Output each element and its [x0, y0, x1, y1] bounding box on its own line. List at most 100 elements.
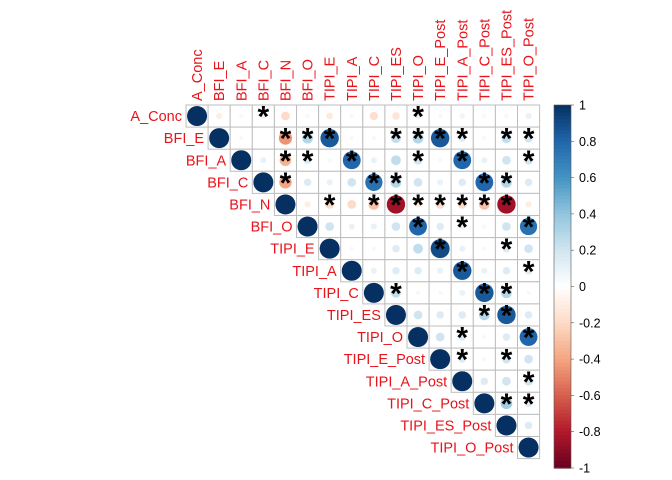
colorbar-tick-label: -1	[579, 462, 590, 476]
colorbar-segment	[554, 275, 571, 280]
column-label: TIPI_C	[367, 56, 383, 101]
correlation-circle	[458, 289, 466, 297]
correlation-circle	[478, 309, 491, 321]
correlation-circle	[430, 128, 450, 148]
colorbar-segment	[554, 315, 571, 320]
correlation-circle	[390, 287, 402, 299]
colorbar-segment	[554, 206, 571, 211]
matrix-cells: * ** * * * * * * * ** * * * * ** * * * ** * * * * * * ** * ** ** ** * *…	[185, 101, 541, 460]
colorbar-segment	[554, 184, 571, 190]
correlation-circle	[349, 113, 355, 119]
significance-star: *	[456, 322, 468, 355]
correlation-circle	[301, 132, 314, 145]
correlation-circle	[435, 199, 445, 210]
correlation-circle	[305, 113, 311, 119]
colorbar-segment	[554, 177, 571, 182]
correlation-circle	[297, 216, 319, 238]
correlation-circle	[413, 310, 423, 320]
colorbar-segment	[554, 290, 571, 295]
colorbar-segment	[554, 373, 571, 378]
significance-star: *	[523, 145, 535, 178]
colorbar-segment	[554, 213, 571, 219]
correlation-circle	[459, 112, 466, 120]
colorbar-segment	[554, 428, 571, 433]
colorbar-segment	[554, 228, 571, 233]
correlation-circle	[341, 260, 363, 282]
row-label: TIPI_ES_Post	[400, 418, 491, 434]
column-label: TIPI_A	[345, 56, 361, 101]
correlation-circle	[519, 217, 538, 236]
correlation-circle	[523, 354, 534, 364]
colorbar-segment	[554, 355, 571, 360]
correlation-circle	[230, 149, 252, 171]
colorbar-segment	[554, 264, 571, 269]
correlation-circle	[523, 243, 534, 254]
colorbar-segment	[554, 134, 571, 139]
correlation-circle	[412, 243, 424, 255]
colorbar-segment	[554, 286, 571, 291]
row-label: TIPI_E	[270, 242, 315, 258]
significance-star: *	[456, 123, 468, 156]
significance-star: *	[456, 189, 468, 222]
colorbar-segment	[554, 221, 571, 226]
colorbar-segment	[554, 453, 571, 458]
colorbar-segment	[554, 246, 571, 251]
row-label: BFI_A	[186, 153, 227, 169]
correlation-circle	[278, 175, 293, 190]
column-label: TIPI_C_Post	[477, 19, 493, 101]
correlation-circle	[407, 326, 429, 348]
correlation-circle	[481, 246, 487, 252]
correlation-circle	[208, 127, 230, 149]
significance-star: *	[501, 189, 513, 222]
row-label: TIPI_O_Post	[430, 441, 513, 457]
colorbar-segment	[554, 413, 571, 418]
correlation-circle	[303, 156, 312, 165]
correlation-circle	[370, 223, 378, 231]
correlation-circle	[478, 198, 491, 211]
correlation-circle	[501, 376, 512, 387]
colorbar-segment	[554, 442, 571, 447]
correlation-circle	[303, 178, 312, 187]
colorbar-segment	[554, 424, 571, 429]
significance-star: *	[280, 123, 292, 156]
significance-star: *	[346, 145, 358, 178]
correlation-circle	[523, 133, 534, 143]
colorbar-segment	[554, 391, 571, 396]
correlation-circle	[518, 437, 540, 459]
colorbar-segment	[554, 137, 571, 142]
correlation-circle	[480, 156, 488, 164]
colorbar-segment	[554, 293, 571, 298]
correlation-circle	[215, 112, 223, 120]
colorbar-segment	[554, 326, 571, 331]
row-label: TIPI_ES	[327, 308, 381, 324]
significance-star: *	[501, 233, 513, 266]
colorbar-tick-label: -0.8	[579, 425, 601, 439]
colorbar-segment	[554, 362, 571, 367]
correlation-circle	[280, 111, 291, 121]
correlation-circle	[458, 223, 466, 231]
correlation-circle	[435, 332, 445, 342]
colorbar-segment	[554, 166, 571, 171]
colorbar-segment	[554, 250, 571, 255]
column-label: TIPI_E_Post	[433, 20, 449, 101]
correlation-circle	[391, 266, 401, 275]
colorbar-segment	[554, 388, 571, 393]
correlation-circle	[501, 221, 512, 232]
correlation-circle	[391, 111, 401, 121]
colorbar-segment	[554, 399, 571, 404]
significance-star: *	[390, 167, 402, 200]
correlation-circle	[390, 176, 402, 189]
correlation-circle	[481, 334, 487, 340]
colorbar-segment	[554, 210, 571, 215]
correlation-circle	[413, 155, 423, 166]
row-label: TIPI_A_Post	[366, 374, 447, 390]
significance-star: *	[302, 145, 314, 178]
colorbar-segment	[554, 308, 571, 313]
correlation-circle	[348, 223, 356, 231]
row-label: TIPI_A	[292, 264, 337, 280]
colorbar-segment	[554, 351, 571, 357]
colorbar-segment	[554, 457, 571, 462]
column-label: TIPI_O	[411, 55, 427, 101]
colorbar-segment	[554, 319, 571, 324]
